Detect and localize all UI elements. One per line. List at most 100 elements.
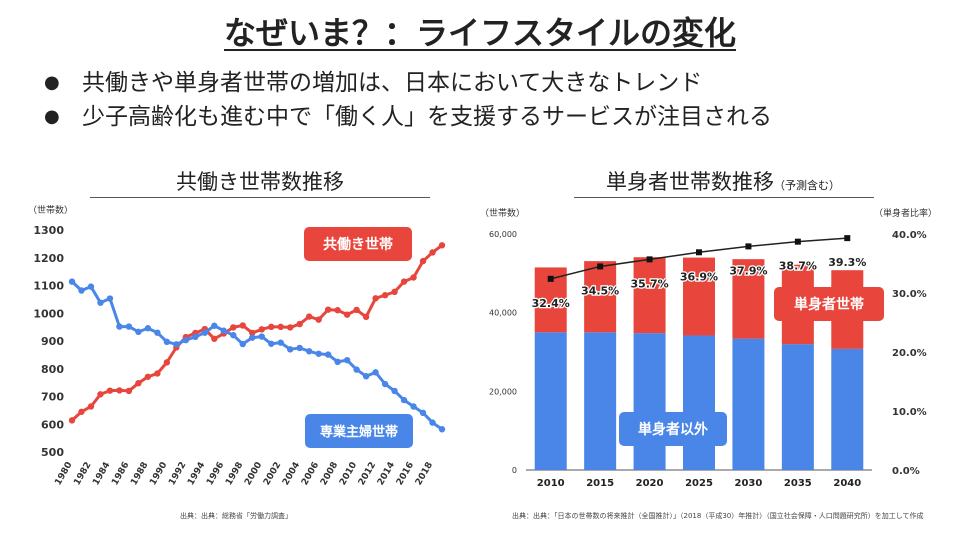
y2-tick-label: 30.0% — [892, 289, 927, 300]
x-tick-label: 2000 — [243, 461, 264, 488]
housewife-point — [372, 369, 379, 376]
ratio-point — [597, 263, 604, 270]
x-tick-label: 1996 — [205, 461, 226, 488]
ratio-data-label: 36.9% — [680, 270, 718, 283]
bullet-item: 少子高齢化も進む中で「働く人」を支援するサービスが注目される — [44, 100, 772, 134]
y-tick-label: 1300 — [33, 224, 64, 237]
housewife-point — [220, 327, 227, 334]
dual-income-point — [163, 359, 171, 366]
housewife-point — [334, 358, 341, 366]
single-household-label: 単身者世帯 — [794, 296, 864, 313]
housewife-point — [173, 341, 180, 348]
housewife-point — [324, 351, 332, 358]
right-chart-subtitle: （予測含む） — [774, 179, 840, 192]
ratio-data-label: 39.3% — [828, 256, 866, 269]
dual-income-label-box — [304, 227, 412, 261]
y-tick-label: 1100 — [33, 280, 64, 293]
dual-income-point — [154, 370, 161, 377]
housewife-point — [315, 350, 322, 357]
dual-income-point — [87, 403, 95, 410]
y2-tick-label: 10.0% — [892, 407, 927, 418]
housewife-point — [268, 340, 275, 347]
housewife-point — [144, 325, 152, 332]
y-tick-label: 40,000 — [489, 309, 517, 318]
housewife-point — [97, 299, 104, 306]
left-y-axis-label: （世帯数） — [28, 204, 73, 216]
x-tick-label: 1980 — [53, 461, 74, 488]
dual-income-point — [230, 324, 237, 331]
single-household-bar — [683, 257, 715, 336]
x-tick-label: 2006 — [300, 461, 321, 488]
x-tick-label: 2002 — [262, 461, 283, 488]
ratio-data-label: 38.7% — [779, 260, 817, 273]
x-tick-label: 2010 — [537, 478, 565, 489]
housewife-point — [125, 323, 133, 330]
dual-income-point — [287, 324, 294, 331]
x-tick-label: 2016 — [395, 461, 416, 488]
dual-income-point — [125, 387, 133, 395]
bullet-list: 共働きや単身者世帯の増加は、日本において大きなトレンド 少子高齢化も進む中で「働… — [44, 66, 772, 134]
dual-income-point — [106, 387, 114, 394]
y-tick-label: 500 — [41, 446, 64, 459]
x-tick-label: 2030 — [735, 478, 763, 489]
right-y2-axis-label: （単身者比率） — [874, 207, 937, 219]
ratio-data-label: 37.9% — [729, 264, 767, 277]
x-tick-label: 2040 — [833, 478, 861, 489]
dual-income-point — [372, 295, 379, 302]
x-tick-label: 2025 — [685, 478, 713, 489]
x-tick-label: 2014 — [376, 461, 397, 488]
y-tick-label: 600 — [41, 418, 64, 431]
other-household-bar — [781, 344, 814, 470]
other-household-bar — [732, 338, 765, 470]
housewife-point — [438, 426, 446, 433]
dual-income-point — [78, 408, 85, 415]
dual-income-series-line — [70, 244, 443, 422]
dual-income-point — [258, 326, 265, 333]
housewife-point — [353, 366, 360, 373]
housewife-point — [249, 334, 256, 341]
y-tick-label: 900 — [41, 335, 64, 348]
dual-income-label: 共働き世帯 — [323, 236, 393, 253]
x-tick-label: 1986 — [110, 461, 131, 488]
dual-income-point — [334, 306, 341, 314]
x-tick-label: 1994 — [186, 461, 207, 488]
housewife-point — [429, 419, 436, 426]
ratio-point — [745, 243, 752, 250]
dual-income-point — [277, 323, 284, 331]
right-source-note: 出典：出典：「日本の世帯数の将来推計（全国推計）」（2018（平成30）年推計）… — [512, 512, 924, 520]
dual-income-point — [144, 373, 152, 380]
x-tick-label: 2035 — [784, 478, 812, 489]
dual-income-point — [381, 292, 389, 299]
y2-tick-label: 0.0% — [892, 466, 920, 477]
single-household-bar-chart: （世帯数） （単身者比率） 0 20,000 40,000 60,000 0.0% 10.0%… — [480, 207, 937, 489]
single-household-bar — [732, 259, 765, 339]
bullet-item: 共働きや単身者世帯の増加は、日本において大きなトレンド — [44, 66, 772, 100]
x-tick-label: 2020 — [636, 478, 664, 489]
housewife-series-line — [70, 280, 443, 431]
ratio-point — [547, 275, 554, 282]
x-tick-label: 1984 — [91, 461, 112, 488]
housewife-point — [135, 328, 142, 336]
y-tick-label: 60,000 — [489, 230, 517, 239]
x-tick-label: 2004 — [281, 461, 302, 488]
housewife-point — [230, 331, 237, 339]
ratio-point — [646, 256, 653, 263]
housewife-point — [116, 323, 123, 330]
housewife-point — [68, 278, 76, 285]
other-household-bar — [831, 348, 864, 470]
ratio-data-label: 34.5% — [581, 284, 619, 297]
housewife-point — [362, 373, 370, 380]
y-tick-label: 20,000 — [489, 387, 517, 396]
left-source-note: 出典：出典：総務省「労働力調査」 — [180, 512, 292, 520]
x-tick-label: 2010 — [338, 461, 359, 488]
x-tick-label: 1988 — [129, 461, 150, 488]
housewife-point — [211, 322, 218, 329]
housewife-point — [410, 403, 417, 410]
single-household-label-box — [774, 287, 884, 321]
other-household-bar — [584, 332, 617, 470]
y-tick-label: 1000 — [33, 307, 64, 320]
housewife-point — [296, 344, 303, 352]
slide-title: なぜいま？：ライフスタイルの変化 — [223, 14, 736, 52]
housewife-label-box — [305, 414, 413, 448]
housewife-point — [106, 295, 114, 302]
